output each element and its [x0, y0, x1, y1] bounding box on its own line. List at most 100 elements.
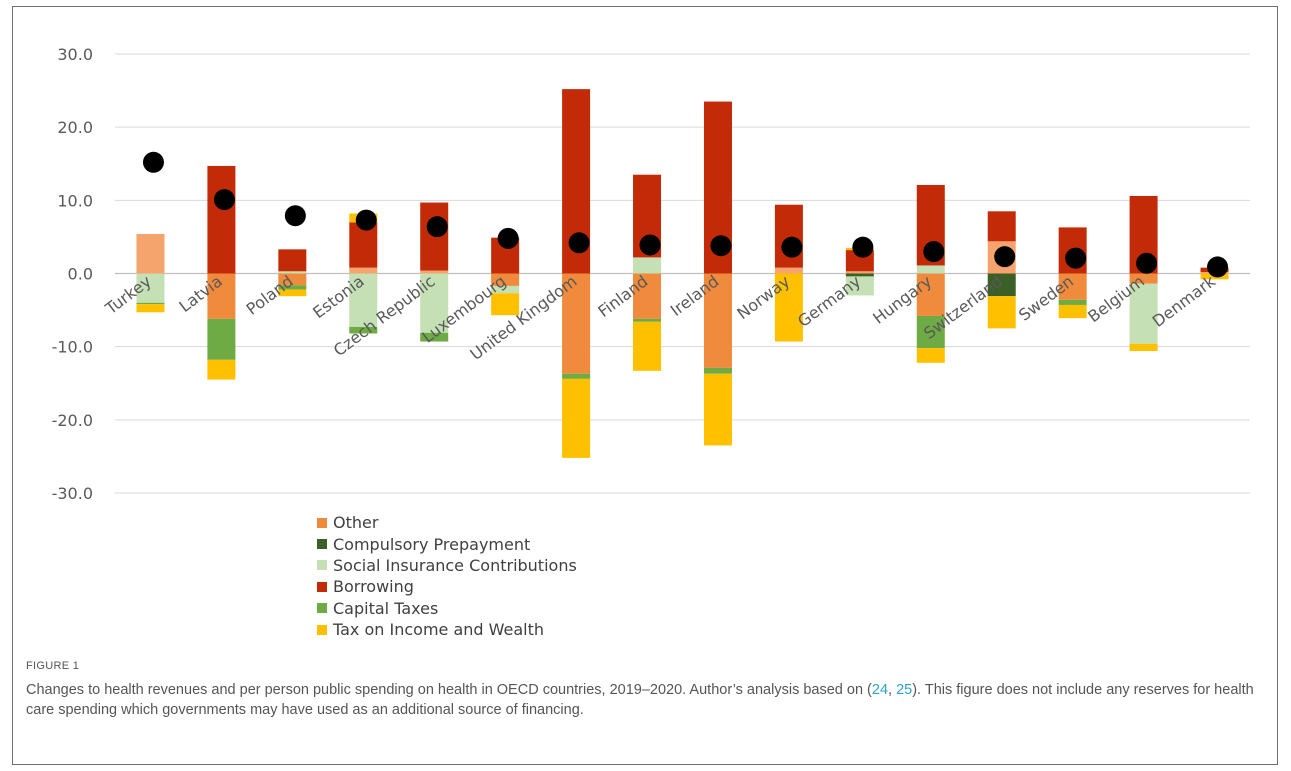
bar-segment-other — [349, 267, 378, 274]
y-tick-label: 10.0 — [57, 191, 93, 210]
spending-point — [781, 236, 803, 258]
spending-point — [852, 236, 874, 258]
legend-item-borrowing: Borrowing — [317, 576, 577, 597]
x-tick-label: Germany — [794, 272, 864, 331]
bar-segment-other — [1129, 273, 1158, 284]
bar-segment-social-insurance-contributions — [420, 273, 449, 333]
bar-segment-other — [278, 273, 307, 286]
bar-segment-tax-on-income-and-wealth — [1058, 304, 1087, 319]
spending-point — [284, 205, 306, 227]
figure-caption: Changes to health revenues and per perso… — [26, 680, 1266, 720]
bar-segment-compulsory-prepayment — [845, 273, 874, 277]
reference-link-25[interactable]: 25 — [896, 682, 913, 698]
y-axis-ticks: 30.0 20.0 10.0 0.0 -10.0 -20.0 -30.0 — [52, 45, 93, 503]
bar-segment-other — [774, 267, 803, 274]
figure-label: FIGURE 1 — [26, 660, 80, 672]
bar-segment-social-insurance-contributions — [845, 276, 874, 296]
bar-segment-social-insurance-contributions — [349, 273, 378, 327]
legend-item-capital-taxes: Capital Taxes — [317, 598, 577, 619]
bar-segment-capital-taxes — [420, 332, 449, 342]
legend-label: Borrowing — [333, 577, 414, 597]
bar-segment-social-insurance-contributions — [1129, 283, 1158, 344]
legend-label: Capital Taxes — [333, 598, 439, 618]
legend-label: Compulsory Prepayment — [333, 534, 531, 554]
spending-point — [426, 216, 448, 238]
caption-text-1: Changes to health revenues and per perso… — [26, 682, 872, 698]
spending-point — [639, 234, 661, 256]
bar-segment-other — [491, 273, 520, 286]
legend-swatch — [317, 539, 327, 550]
legend-swatch — [317, 624, 327, 635]
y-tick-label: -20.0 — [52, 411, 93, 430]
bar-segment-borrowing — [207, 165, 236, 274]
spending-point — [142, 151, 164, 173]
bar-segment-capital-taxes — [207, 318, 236, 360]
legend: Other Compulsory Prepayment Social Insur… — [317, 512, 577, 640]
bar-segment-social-insurance-contributions — [916, 265, 945, 274]
spending-point — [710, 235, 732, 257]
bar-segment-capital-taxes — [562, 373, 591, 379]
bar-segment-other — [420, 270, 449, 274]
spending-point — [923, 241, 945, 263]
bar-segment-capital-taxes — [136, 302, 165, 305]
bar-segment-tax-on-income-and-wealth — [987, 296, 1016, 329]
spending-point — [213, 189, 235, 211]
spending-point — [355, 209, 377, 231]
legend-item-other: Other — [317, 512, 577, 533]
y-tick-label: 30.0 — [57, 45, 93, 64]
legend-item-tax-income-wealth: Tax on Income and Wealth — [317, 619, 577, 640]
spending-point — [497, 227, 519, 249]
reference-link-24[interactable]: 24 — [871, 682, 889, 698]
bar-segment-tax-on-income-and-wealth — [491, 293, 520, 316]
bar-segment-tax-on-income-and-wealth — [136, 304, 165, 313]
bar-segment-other — [1058, 273, 1087, 300]
caption-separator: , — [888, 682, 897, 698]
bar-segment-tax-on-income-and-wealth — [916, 348, 945, 363]
bar-segment-other — [703, 273, 732, 368]
bar-segment-social-insurance-contributions — [633, 257, 662, 274]
spending-point — [1207, 256, 1229, 278]
bar-segment-borrowing — [774, 204, 803, 268]
legend-label: Social Insurance Contributions — [333, 555, 577, 575]
legend-item-social-insurance: Social Insurance Contributions — [317, 555, 577, 576]
y-tick-label: 20.0 — [57, 118, 93, 137]
bar-segment-capital-taxes — [349, 326, 378, 334]
bar-segment-compulsory-prepayment — [987, 273, 1016, 297]
bar-segment-social-insurance-contributions — [491, 285, 520, 294]
bar-segment-tax-on-income-and-wealth — [633, 321, 662, 371]
legend-item-compulsory-prepayment: Compulsory Prepayment — [317, 533, 577, 554]
bar-segment-capital-taxes — [1058, 299, 1087, 305]
bar-segment-tax-on-income-and-wealth — [562, 378, 591, 458]
bar-segment-tax-on-income-and-wealth — [1129, 343, 1158, 352]
bar-segment-capital-taxes — [916, 315, 945, 349]
bar-segment-tax-on-income-and-wealth — [703, 373, 732, 446]
y-tick-label: -10.0 — [52, 338, 93, 357]
bar-segment-borrowing — [987, 211, 1016, 242]
stacked-bar-chart: 30.020.010.00.0-10.0-20.0-30.0 Turkey Lat… — [52, 45, 1250, 503]
legend-swatch — [317, 603, 327, 614]
y-tick-label: -30.0 — [52, 484, 93, 503]
bar-segment-capital-taxes — [633, 318, 662, 322]
spending-point — [568, 232, 590, 254]
bar-segment-social-insurance-contributions — [278, 271, 307, 274]
bar-segment-tax-on-income-and-wealth — [278, 289, 307, 297]
bars — [136, 89, 1229, 458]
y-tick-label: 0.0 — [68, 265, 93, 284]
bar-segment-capital-taxes — [703, 367, 732, 374]
legend-swatch — [317, 560, 327, 571]
bar-segment-other — [136, 233, 165, 274]
bar-segment-other — [207, 273, 236, 319]
bar-segment-other — [562, 273, 591, 374]
spending-points — [142, 151, 1229, 278]
legend-swatch — [317, 517, 327, 528]
spending-point — [994, 246, 1016, 268]
figure-frame — [12, 6, 1278, 765]
legend-label: Other — [333, 513, 379, 533]
bar-segment-tax-on-income-and-wealth — [207, 359, 236, 380]
bar-segment-other — [916, 273, 945, 316]
legend-label: Tax on Income and Wealth — [333, 620, 545, 640]
bar-segment-capital-taxes — [278, 285, 307, 290]
caption-text-2: ). This figure does not include any rese… — [26, 682, 1254, 718]
x-tick-label: Denmark — [1149, 271, 1220, 331]
bar-segment-borrowing — [278, 249, 307, 272]
